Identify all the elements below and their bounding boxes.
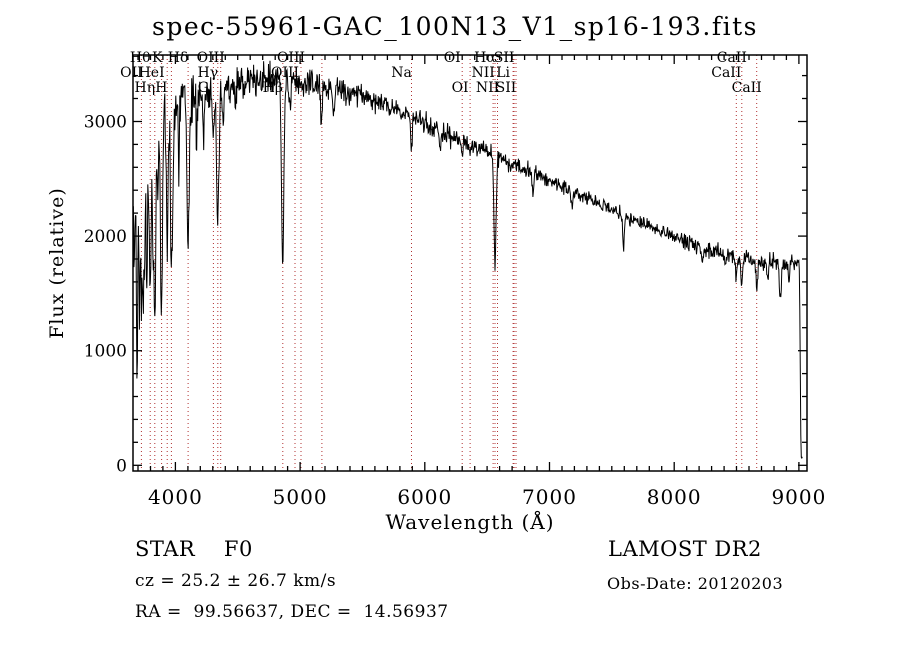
- spectral-line-label: Li: [496, 65, 510, 81]
- x-tick-label: 4000: [148, 485, 203, 509]
- cz-velocity-label: cz = 25.2 ± 26.7 km/s: [135, 571, 337, 591]
- spectral-line-label: OIII: [277, 50, 305, 66]
- survey-release-label: LAMOST DR2: [608, 537, 762, 561]
- spectral-line-label: NII: [471, 65, 494, 81]
- obs-date-label: Obs-Date: 20120203: [607, 574, 784, 593]
- x-tick-label: 7000: [522, 485, 577, 509]
- x-axis-label: Wavelength (Å): [385, 510, 555, 534]
- spectral-line-label: CaII: [717, 50, 747, 66]
- y-tick-label: 2000: [84, 227, 127, 247]
- x-tick-label: 9000: [771, 485, 826, 509]
- object-class-label: STAR F0: [135, 537, 253, 561]
- spectral-line-label: NII: [476, 80, 499, 96]
- spectral-line-label: K: [152, 50, 163, 66]
- figure-title: spec-55961-GAC_100N13_V1_sp16-193.fits: [152, 12, 758, 41]
- spectral-line-label: OI: [444, 50, 461, 66]
- spectral-line-label: G: [198, 80, 209, 96]
- spectral-line-label: Hγ: [198, 65, 219, 81]
- spectral-line-label: HeI: [139, 65, 165, 81]
- spectral-line-label: Hδ: [168, 50, 189, 66]
- x-tick-label: 5000: [273, 485, 328, 509]
- spectral-line-label: Hα: [474, 50, 496, 66]
- ra-dec-label: RA = 99.56637, DEC = 14.56937: [135, 602, 449, 622]
- plot-border: [132, 54, 808, 472]
- spectral-line-label: OI: [452, 80, 469, 96]
- spectral-line-label: SII: [494, 50, 515, 66]
- spectral-line-label: CaII: [732, 80, 762, 96]
- spectral-line-label: CaII: [711, 65, 741, 81]
- spectral-line-label: H: [155, 80, 167, 96]
- y-tick-label: 0: [116, 456, 127, 476]
- y-tick-label: 1000: [84, 342, 127, 362]
- spectral-line-label: OIII: [197, 50, 225, 66]
- spectral-line-label: SII: [496, 80, 517, 96]
- x-tick-label: 8000: [647, 485, 702, 509]
- spectrum-trace: [132, 60, 803, 460]
- spectral-line-label: OII: [120, 65, 143, 81]
- spectral-line-label: Hη: [134, 80, 155, 96]
- spectral-line-label: Na: [391, 65, 412, 81]
- y-tick-label: 3000: [84, 113, 127, 133]
- x-tick-label: 6000: [397, 485, 452, 509]
- spectral-line-label: Hθ: [130, 50, 151, 66]
